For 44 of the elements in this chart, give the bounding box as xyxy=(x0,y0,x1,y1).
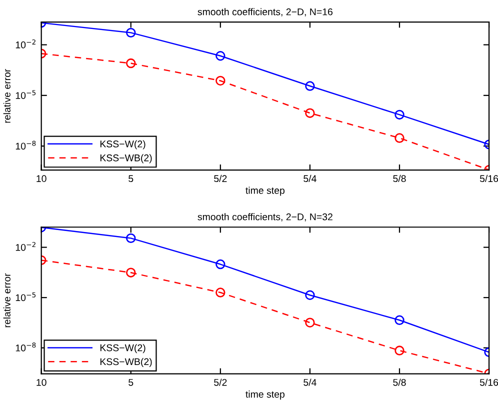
point xyxy=(216,288,226,298)
point xyxy=(216,76,226,86)
chart-title: smooth coefficients, 2−D, N=32 xyxy=(198,213,332,222)
x-tick-label: 5 xyxy=(128,379,134,386)
point xyxy=(394,133,404,143)
x-axis-title: time step xyxy=(246,186,284,196)
x-tick-label: 5 xyxy=(128,175,134,182)
y-tick-label: 10$^{−8}$ xyxy=(16,140,36,150)
point xyxy=(305,318,315,328)
x-tick-label: 5/2 xyxy=(214,174,227,182)
x-tick-label: 5/16 xyxy=(480,174,498,182)
point xyxy=(394,346,404,356)
y-axis-title: relative error xyxy=(3,273,10,328)
x-tick-label: 5/4 xyxy=(304,174,316,182)
point xyxy=(305,81,315,91)
point xyxy=(216,51,226,61)
point xyxy=(126,28,136,38)
y-tick-label: 10$^{−5}$ xyxy=(16,292,36,302)
legend-label: KSS−W(2) xyxy=(100,344,146,354)
point xyxy=(126,233,136,244)
point xyxy=(305,108,315,118)
y-tick-label: 10$^{−5}$ xyxy=(16,90,36,99)
y-tick-label: 10$^{−2}$ xyxy=(16,242,36,251)
legend-label: KSS−WB(2) xyxy=(100,154,152,164)
x-tick-label: 5/2 xyxy=(214,378,227,386)
point xyxy=(216,259,226,270)
chart-title: smooth coefficients, 2−D, N=16 xyxy=(198,8,332,16)
y-axis-title: relative error xyxy=(3,68,10,123)
point xyxy=(126,268,136,278)
point xyxy=(305,290,315,300)
x-tick-label: 5/8 xyxy=(393,378,406,386)
legend-label: KSS−WB(2) xyxy=(100,358,152,368)
x-axis-title: time step xyxy=(246,390,284,400)
point xyxy=(126,58,136,68)
point xyxy=(394,315,404,325)
x-tick-label: 10 xyxy=(36,378,46,386)
y-tick-label: 10$^{−2}$ xyxy=(16,39,36,48)
x-tick-label: 5/8 xyxy=(393,174,406,182)
y-tick-label: 10$^{−8}$ xyxy=(16,342,36,352)
point xyxy=(394,110,404,120)
x-tick-label: 5/16 xyxy=(480,378,498,386)
x-tick-label: 10 xyxy=(36,175,46,182)
x-tick-label: 5/4 xyxy=(304,378,316,386)
legend-label: KSS−W(2) xyxy=(100,140,146,150)
